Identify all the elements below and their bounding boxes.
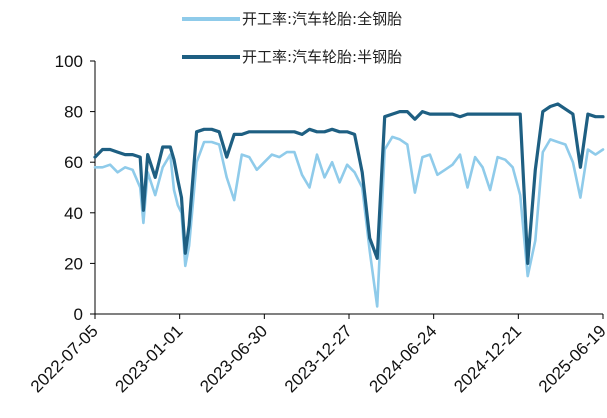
x-tick-label: 2022-07-05 [27,321,102,396]
legend-label-full-steel: 开工率:汽车轮胎:全钢胎 [242,10,403,28]
y-tick-label: 0 [74,305,83,324]
x-tick-label: 2025-06-19 [535,321,607,396]
x-tick-label: 2024-06-24 [366,321,441,396]
y-tick-label: 60 [64,153,83,172]
legend-swatch-semi-steel [182,54,240,59]
legend-item-full-steel: 开工率:汽车轮胎:全钢胎 [182,8,402,29]
y-tick-label: 80 [64,103,83,122]
y-axis-ticks: 0 20 40 60 80 100 [55,52,95,324]
x-tick-label: 2023-01-01 [112,321,187,396]
series-line-full-steel [93,135,605,308]
x-axis-ticks: 2022-07-05 2023-01-01 2023-06-30 2023-12-27… [27,314,607,396]
plot-area [93,102,605,308]
legend-label-semi-steel: 开工率:汽车轮胎:半钢胎 [242,48,403,66]
x-tick-label: 2023-12-27 [281,321,356,396]
y-tick-label: 40 [64,204,83,223]
x-tick-label: 2024-12-21 [450,321,525,396]
series-line-semi-steel [93,102,605,265]
y-tick-label: 20 [64,254,83,273]
legend-item-semi-steel: 开工率:汽车轮胎:半钢胎 [182,46,402,67]
y-tick-label: 100 [55,52,83,71]
legend-swatch-full-steel [182,16,240,21]
x-tick-label: 2023-06-30 [196,321,271,396]
